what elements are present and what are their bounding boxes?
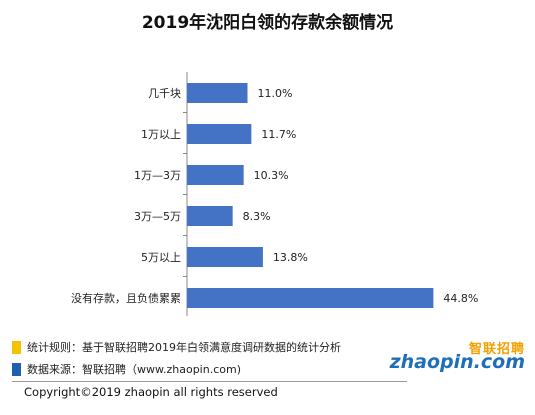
category-label: 没有存款，且负债累累 <box>71 291 181 305</box>
bar <box>187 165 244 185</box>
logo-cn-text: 智联招聘 <box>468 342 525 357</box>
blue-square-icon <box>12 362 21 376</box>
data-label: 11.0% <box>258 87 293 100</box>
category-label: 1万以上 <box>141 128 181 141</box>
divider <box>12 381 407 382</box>
bar <box>187 247 263 267</box>
data-label: 44.8% <box>443 292 478 305</box>
bar <box>187 124 252 144</box>
data-label: 11.7% <box>261 128 296 141</box>
bar-chart: 几千块 11.0% 1万以上 11.7% 1万—3万 10.3% 3万—5万 8.3% 5万以上… <box>71 72 478 316</box>
note-rule: 统计规则：基于智联招聘2019年白领满意度调研数据的统计分析 <box>12 339 341 355</box>
note-source: 数据来源：智联招聘（www.zhaopin.com) <box>12 361 241 377</box>
category-label: 几千块 <box>148 87 181 100</box>
category-label: 1万—3万 <box>134 169 181 182</box>
copyright-text: Copyright©2019 zhaopin all rights reserv… <box>24 385 278 399</box>
zhaopin-logo: 智联招聘 zhaopin.com <box>390 338 525 376</box>
data-label: 8.3% <box>243 210 271 223</box>
category-label: 3万—5万 <box>134 210 181 223</box>
logo-en-text: zhaopin.com <box>389 351 525 373</box>
data-label: 10.3% <box>254 169 289 182</box>
note-source-text: 数据来源：智联招聘（www.zhaopin.com) <box>27 363 241 376</box>
data-label: 13.8% <box>273 251 308 264</box>
bar <box>187 206 233 226</box>
bar <box>187 83 248 103</box>
yellow-square-icon <box>12 340 21 354</box>
chart-title: 2019年沈阳白领的存款余额情况 <box>141 13 394 33</box>
bar <box>187 288 434 308</box>
note-rule-text: 统计规则：基于智联招聘2019年白领满意度调研数据的统计分析 <box>27 341 341 354</box>
category-label: 5万以上 <box>141 251 181 264</box>
